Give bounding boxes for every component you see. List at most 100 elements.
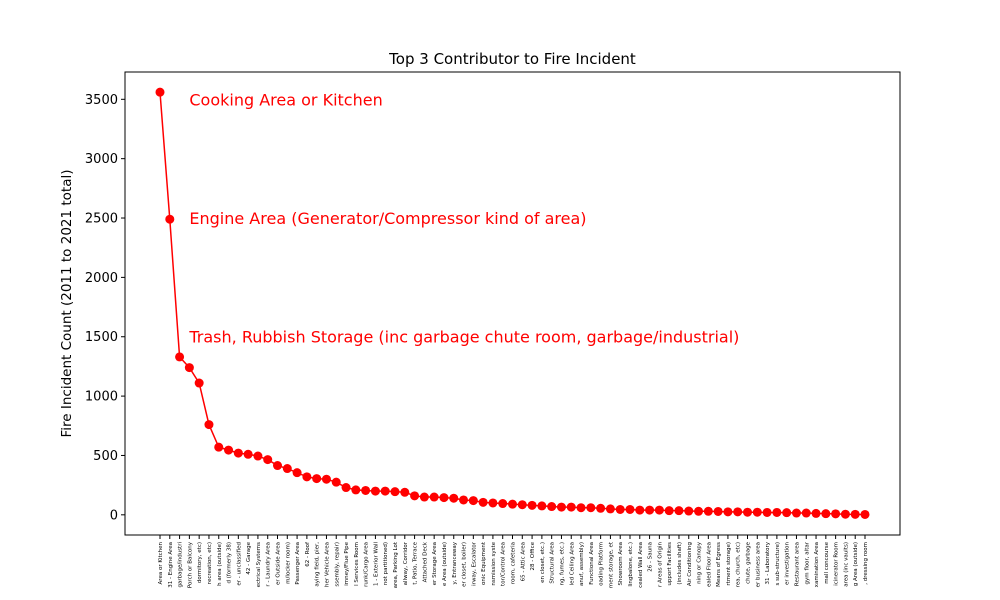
x-tick-label: garbage/industri	[178, 542, 184, 588]
annotation-label: Cooking Area or Kitchen	[189, 90, 382, 109]
data-point	[821, 509, 831, 519]
data-point	[175, 352, 185, 362]
data-point	[488, 498, 498, 508]
x-tick-label: ealed Floor Area	[706, 542, 712, 587]
x-tick-label: d (formerly 38)	[227, 542, 233, 584]
data-point	[468, 496, 478, 506]
x-tick-label: cealed Wall Area	[638, 542, 644, 588]
x-tick-label: not partitioned)	[383, 542, 389, 585]
x-tick-label: s sub-structure)	[775, 542, 781, 586]
x-tick-label: area, Parking Lot	[393, 541, 399, 588]
x-tick-label: t, Patio, Terrace	[413, 541, 419, 584]
x-tick-label: er closet, boiler)	[462, 542, 468, 587]
x-tick-label: Showroom Area	[618, 542, 624, 585]
data-point	[419, 492, 429, 502]
x-tick-label: tor/Control Area	[501, 542, 507, 586]
x-tick-label: ectrical Systems	[256, 542, 262, 588]
data-point	[273, 461, 282, 471]
data-point	[361, 485, 371, 495]
data-point	[253, 451, 263, 461]
data-point	[752, 507, 762, 517]
y-axis-label: Fire Incident Count (2011 to 2021 total)	[59, 169, 75, 437]
data-point	[782, 508, 792, 518]
x-tick-label: Passenger Area	[295, 542, 301, 585]
x-tick-label: Area or Kitchen	[158, 541, 164, 584]
x-tick-label: er - unclassified	[236, 542, 242, 586]
x-tick-label: (includes shaft)	[677, 542, 683, 585]
data-point	[713, 506, 723, 516]
x-tick-label: g Area (outside)	[853, 542, 859, 586]
x-tick-label: area (inc vaults)	[843, 542, 849, 587]
x-tick-label: l Services Room	[354, 542, 360, 586]
data-point	[341, 483, 351, 493]
data-point	[654, 505, 664, 515]
x-tick-label: room, cafeteria	[511, 542, 517, 584]
x-tick-label: 62 - Roof	[305, 541, 311, 567]
annotation-label: Engine Area (Generator/Compressor kind o…	[189, 209, 586, 228]
y-tick-label: 3000	[85, 152, 118, 167]
data-point	[410, 491, 420, 501]
series-line	[159, 92, 866, 516]
x-tick-label: Air Conditioning	[687, 542, 693, 586]
x-tick-label: r Areas of Origin	[657, 542, 663, 587]
y-axis-ticks: 0 500 1000 1500 2000 2500 3000 3500	[85, 93, 125, 523]
x-tick-label: Restaurant area	[794, 542, 800, 586]
data-point	[625, 504, 635, 514]
data-point	[380, 486, 390, 496]
data-point	[605, 504, 615, 514]
data-point	[321, 474, 331, 484]
x-tick-label: 42 - Garage	[246, 541, 252, 574]
y-tick-label: 1000	[85, 390, 118, 405]
x-tick-label: Structural Area	[550, 542, 556, 584]
x-tick-label: 31 - Engine Area	[168, 542, 174, 588]
data-point	[743, 507, 752, 517]
data-point	[674, 506, 684, 516]
data-point	[214, 442, 224, 452]
data-point	[694, 506, 704, 516]
x-tick-label: icinerator Room	[834, 542, 840, 586]
x-tick-label: r - Laundry Area	[266, 542, 272, 587]
annotation-label: Trash, Rubbish Storage (inc garbage chut…	[188, 328, 739, 347]
data-point	[831, 509, 841, 519]
data-point	[351, 485, 361, 495]
data-point	[596, 503, 606, 513]
data-point	[703, 506, 713, 516]
data-point	[860, 509, 870, 519]
x-tick-label: Attached Deck	[422, 541, 428, 582]
data-point	[527, 500, 537, 510]
data-point	[370, 486, 380, 496]
x-tick-label: lingbalone, etc.)	[628, 542, 634, 587]
x-tick-label: er Storage Area	[432, 542, 438, 585]
data-point	[635, 505, 645, 515]
x-tick-label: oading Platform	[599, 542, 605, 586]
x-tick-label: led Ceiling Area	[569, 542, 575, 585]
x-tick-label: 31 - Laboratory	[765, 541, 771, 584]
x-tick-label: er Outside Area	[276, 542, 282, 585]
x-tick-label: 26 - Sauna	[648, 542, 654, 572]
x-tick-label: ng, fumes, etc.)	[559, 542, 565, 585]
data-point	[165, 214, 175, 224]
x-tick-label: h area (outside)	[217, 542, 223, 586]
data-point	[263, 455, 273, 465]
data-point	[292, 468, 302, 478]
x-tick-label: Porch or Balcony	[187, 541, 193, 588]
data-point	[811, 508, 821, 518]
data-point	[312, 474, 322, 484]
data-point	[508, 499, 517, 509]
x-tick-label: 28 - Office	[530, 541, 536, 570]
data-point	[586, 503, 596, 513]
y-tick-label: 2500	[85, 212, 118, 227]
y-tick-label: 3500	[85, 93, 118, 108]
data-point	[684, 506, 694, 516]
x-tick-label: er business area	[755, 542, 761, 587]
data-point	[791, 508, 801, 518]
data-point	[302, 472, 312, 482]
data-point	[400, 487, 410, 497]
x-tick-label: anuf, assembly)	[579, 542, 585, 586]
data-point	[331, 477, 341, 487]
x-axis-ticks: Area or Kitchen 31 - Engine Area garbage/i…	[158, 535, 869, 588]
data-point	[576, 503, 586, 513]
x-tick-label: Functional Area	[589, 542, 595, 585]
x-tick-label: gym floor, altar	[804, 541, 810, 584]
